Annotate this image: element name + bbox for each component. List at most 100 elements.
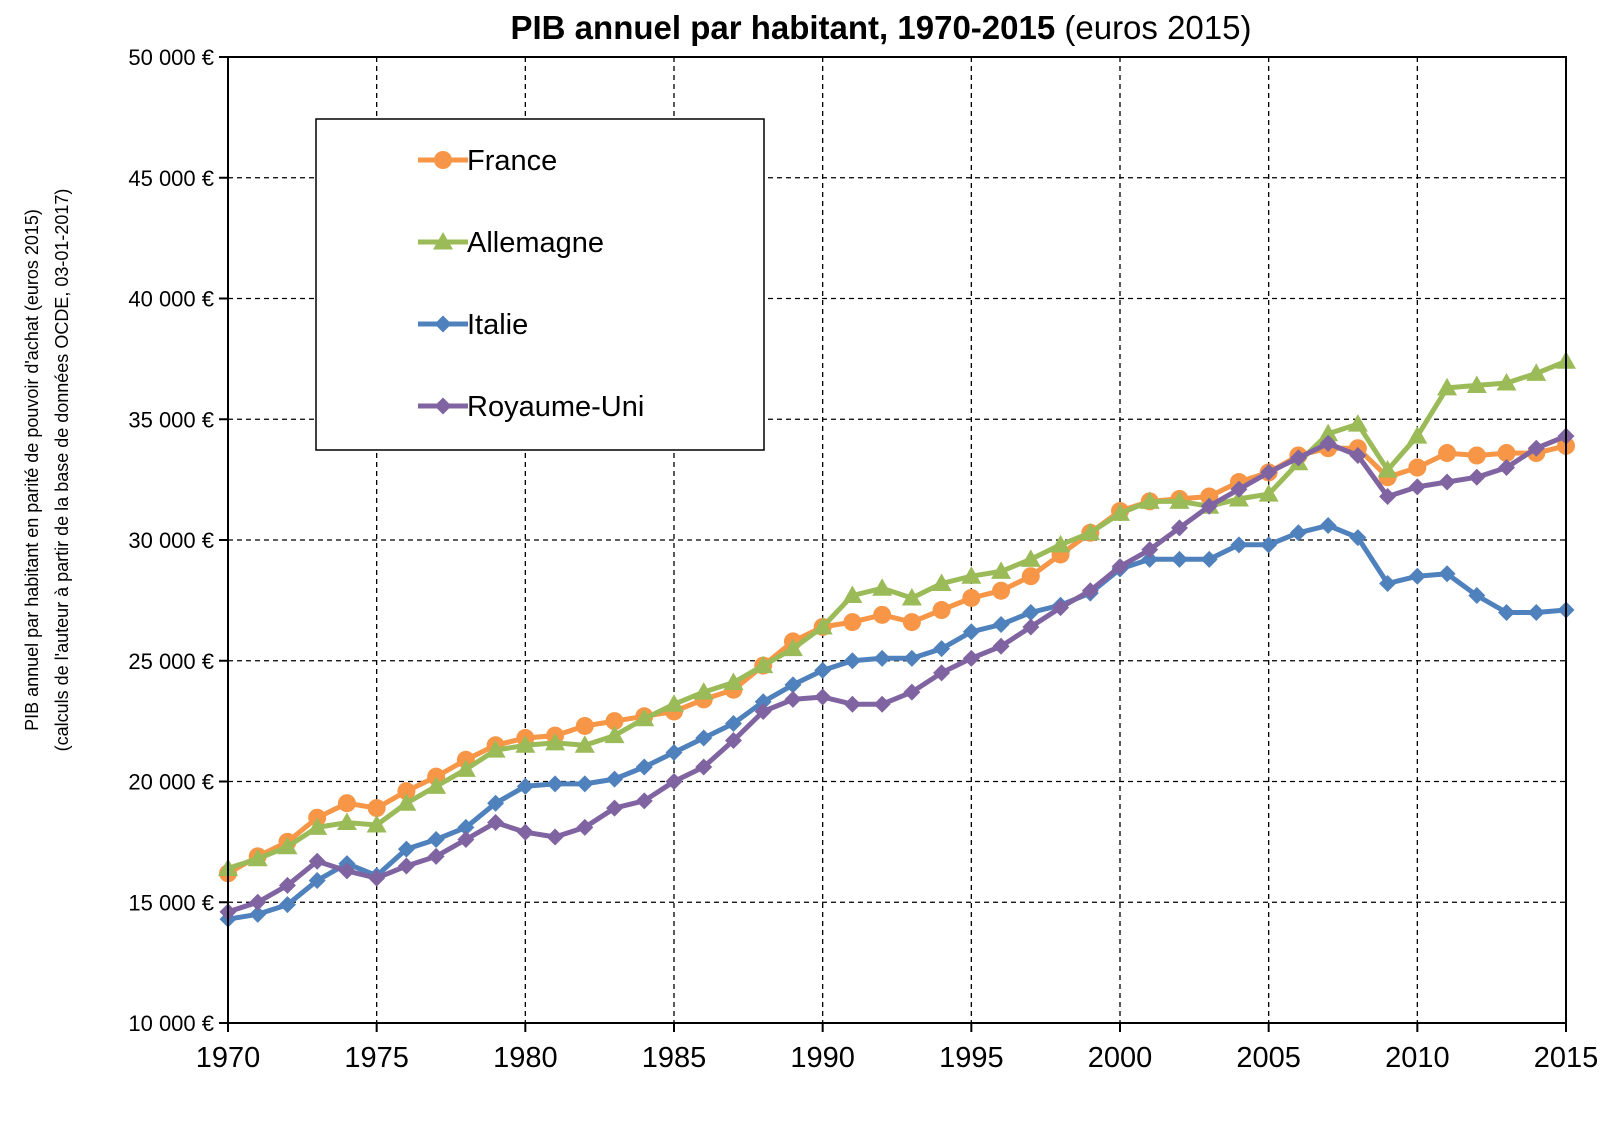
data-point-italie [1468,587,1486,605]
data-point-royaume-uni [784,690,802,708]
legend-marker [433,232,453,250]
data-point-allemagne [1526,363,1547,381]
data-point-italie [873,649,891,667]
y-axis-label-line1: PIB annuel par habitant en parité de pou… [22,209,42,731]
data-point-italie [992,616,1010,634]
data-point-royaume-uni [1200,497,1218,515]
data-point-royaume-uni [516,823,534,841]
data-point-france [1408,458,1427,477]
data-point-allemagne [604,725,625,744]
data-point-italie [516,777,534,795]
data-point-italie [1349,529,1367,547]
data-point-italie [1260,536,1278,554]
data-point-royaume-uni [1468,468,1486,486]
data-point-royaume-uni [1260,463,1278,481]
legend-label: France [467,145,557,177]
data-point-france [397,782,416,801]
data-point-royaume-uni [992,637,1010,655]
x-tick-label: 2000 [1088,1042,1153,1074]
y-tick-label: 10 000 € [128,1011,214,1036]
data-point-italie [487,794,505,812]
data-point-france [605,712,624,731]
data-point-france [1497,444,1516,463]
data-point-royaume-uni [427,847,445,865]
data-point-royaume-uni [1527,439,1545,457]
data-point-italie [1200,550,1218,568]
data-point-italie [933,640,951,658]
data-point-royaume-uni [397,857,415,875]
data-point-allemagne [1110,503,1130,521]
data-point-royaume-uni [487,814,505,832]
data-point-royaume-uni [1170,519,1188,537]
chart-title: PIB annuel par habitant, 1970-2015 (euro… [511,9,1252,46]
y-tick-label: 30 000 € [128,528,214,553]
data-point-italie [1527,603,1545,621]
data-point-royaume-uni [606,799,624,817]
data-point-allemagne [693,682,714,700]
data-point-italie [249,905,267,923]
data-point-allemagne [842,585,863,604]
data-point-italie [695,729,713,747]
data-point-italie [397,840,415,858]
data-point-allemagne [455,759,476,777]
data-point-italie [814,661,832,679]
data-point-italie [1438,565,1456,583]
legend-label: Italie [467,309,528,341]
data-point-royaume-uni [665,773,683,790]
data-point-royaume-uni [1379,488,1397,506]
data-point-royaume-uni [724,731,742,749]
data-point-allemagne [1020,549,1041,567]
data-point-allemagne [1050,534,1071,553]
data-point-allemagne [664,694,684,712]
data-point-allemagne [336,812,357,831]
data-point-italie [635,758,653,776]
data-point-allemagne [1080,522,1101,541]
data-point-royaume-uni [1081,582,1099,600]
data-point-italie [546,775,564,793]
data-point-allemagne [931,573,952,591]
legend-label: Royaume-Uni [467,391,644,423]
data-point-allemagne [515,735,536,753]
legend-box [315,118,765,451]
legend-marker [434,315,452,333]
data-point-royaume-uni [1408,478,1426,496]
data-point-royaume-uni [546,828,564,846]
y-tick-label: 50 000 € [128,45,214,70]
legend-item-allemagne: Allemagne [418,227,604,259]
x-tick-label: 2015 [1534,1042,1599,1074]
data-point-royaume-uni [695,758,713,776]
data-point-france [367,799,386,818]
data-point-royaume-uni [1230,480,1248,498]
data-point-italie [962,623,980,641]
data-point-royaume-uni [576,818,594,836]
x-tick-label: 2010 [1385,1042,1450,1074]
data-point-royaume-uni [338,862,356,880]
data-point-france [902,613,921,632]
data-point-italie [278,896,296,914]
data-point-allemagne [1318,423,1339,442]
data-point-italie [1170,550,1188,568]
series-italie [219,517,1575,928]
data-point-allemagne [1139,491,1160,509]
data-point-france [337,794,356,813]
data-point-allemagne [366,814,387,833]
data-point-royaume-uni [754,702,772,720]
data-point-royaume-uni [1052,599,1070,617]
y-tick-label: 20 000 € [128,770,214,795]
data-point-allemagne [753,655,774,674]
plot-frame [227,56,1567,1024]
legend-marker [434,151,452,169]
data-point-royaume-uni [1022,618,1040,636]
data-point-allemagne [1407,426,1428,444]
data-point-allemagne [1496,373,1517,391]
legend-label: Allemagne [467,227,604,259]
data-point-italie [308,872,326,890]
data-point-royaume-uni [962,649,980,667]
data-point-allemagne [961,566,982,584]
data-point-royaume-uni [457,830,475,848]
data-point-italie [576,775,594,793]
data-point-italie [1319,517,1337,535]
y-axis-label: PIB annuel par habitant en parité de pou… [22,189,72,752]
data-point-italie [1230,536,1248,554]
